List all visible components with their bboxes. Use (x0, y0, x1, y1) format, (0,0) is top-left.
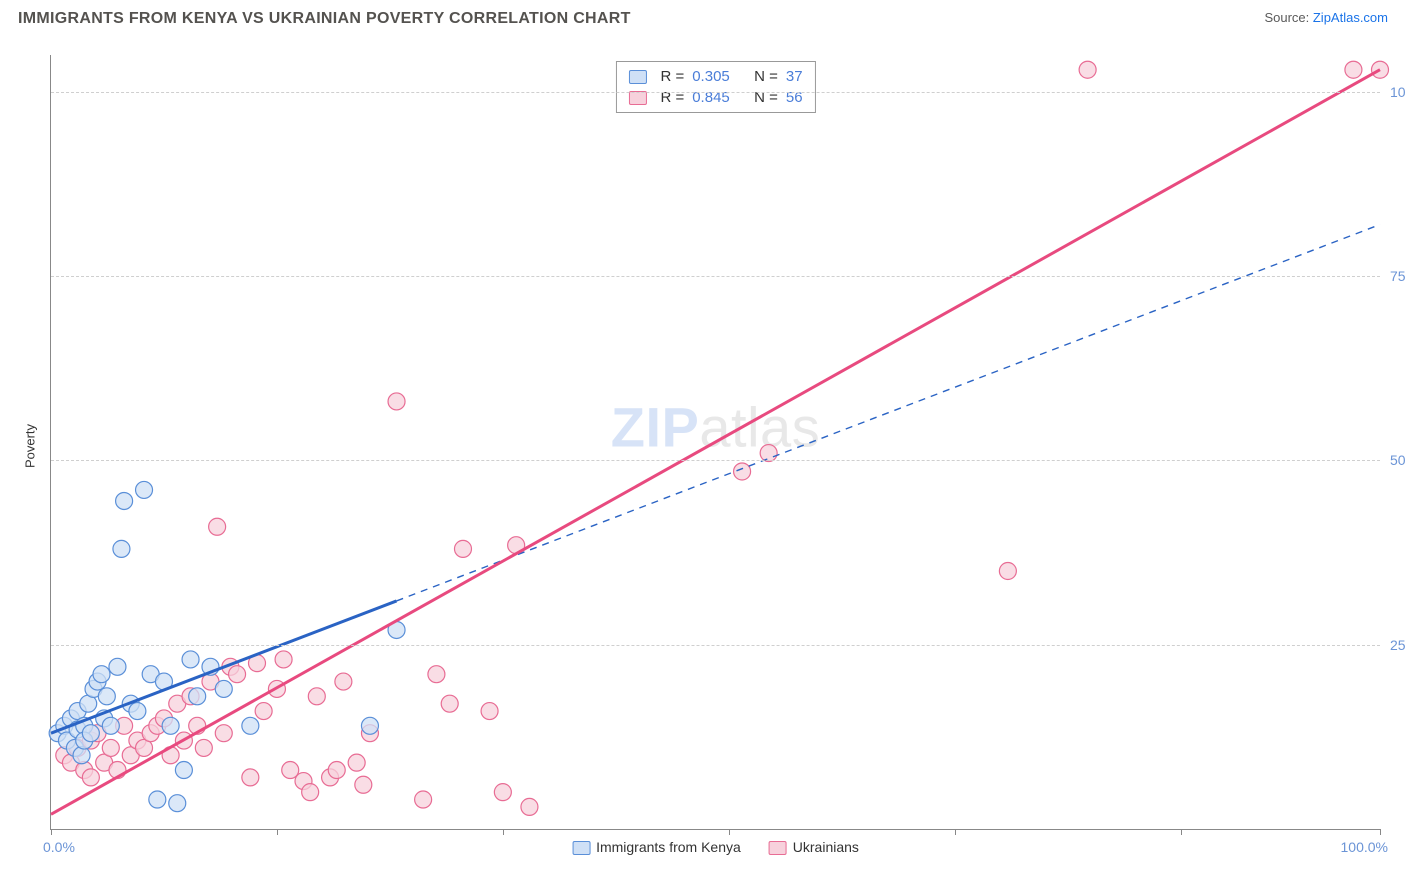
trendline-kenya-dashed (397, 225, 1380, 601)
bottom-legend-item-ukraine: Ukrainians (769, 839, 859, 855)
scatter-point-ukraine (481, 703, 498, 720)
gridline (51, 460, 1380, 461)
scatter-point-kenya (242, 717, 259, 734)
x-tick (1380, 829, 1381, 835)
bottom-swatch-ukraine (769, 841, 787, 855)
scatter-point-ukraine (1079, 61, 1096, 78)
source-attribution: Source: ZipAtlas.com (1264, 10, 1388, 25)
scatter-point-ukraine (428, 666, 445, 683)
scatter-point-ukraine (209, 518, 226, 535)
stats-legend: R = 0.305 N = 37 R = 0.845 N = 56 (615, 61, 815, 113)
scatter-point-kenya (189, 688, 206, 705)
scatter-point-kenya (113, 540, 130, 557)
y-tick-label: 50.0% (1382, 452, 1406, 468)
scatter-point-kenya (169, 795, 186, 812)
x-tick (729, 829, 730, 835)
y-tick-label: 100.0% (1382, 84, 1406, 100)
y-tick-label: 25.0% (1382, 637, 1406, 653)
scatter-point-kenya (149, 791, 166, 808)
stats-legend-row-kenya: R = 0.305 N = 37 (628, 66, 802, 87)
source-link[interactable]: ZipAtlas.com (1313, 10, 1388, 25)
chart-title: IMMIGRANTS FROM KENYA VS UKRAINIAN POVER… (18, 10, 631, 27)
legend-swatch-kenya (628, 70, 646, 84)
scatter-point-ukraine (102, 739, 119, 756)
x-axis-origin-label: 0.0% (43, 839, 75, 855)
scatter-point-kenya (109, 658, 126, 675)
stats-r-kenya: 0.305 (692, 68, 730, 85)
scatter-point-ukraine (275, 651, 292, 668)
scatter-point-ukraine (388, 393, 405, 410)
gridline (51, 276, 1380, 277)
scatter-point-ukraine (415, 791, 432, 808)
scatter-point-ukraine (348, 754, 365, 771)
x-axis-max-label: 100.0% (1341, 839, 1388, 855)
scatter-point-kenya (129, 703, 146, 720)
scatter-point-ukraine (302, 784, 319, 801)
scatter-point-ukraine (454, 540, 471, 557)
scatter-point-ukraine (1345, 61, 1362, 78)
scatter-point-kenya (73, 747, 90, 764)
scatter-point-kenya (82, 725, 99, 742)
chart-header: IMMIGRANTS FROM KENYA VS UKRAINIAN POVER… (0, 0, 1406, 40)
bottom-legend: Immigrants from Kenya Ukrainians (572, 839, 859, 855)
bottom-legend-label-ukraine: Ukrainians (793, 839, 859, 855)
scatter-point-kenya (182, 651, 199, 668)
scatter-point-ukraine (215, 725, 232, 742)
stats-legend-row-ukraine: R = 0.845 N = 56 (628, 87, 802, 108)
scatter-point-ukraine (355, 776, 372, 793)
source-prefix: Source: (1264, 10, 1312, 25)
stats-n-kenya: 37 (786, 68, 803, 85)
x-tick (503, 829, 504, 835)
gridline (51, 645, 1380, 646)
scatter-point-kenya (361, 717, 378, 734)
scatter-point-ukraine (335, 673, 352, 690)
x-tick (1181, 829, 1182, 835)
scatter-point-ukraine (255, 703, 272, 720)
scatter-point-ukraine (308, 688, 325, 705)
plot-svg (51, 55, 1380, 829)
scatter-point-ukraine (229, 666, 246, 683)
scatter-correlation-plot: ZIPatlas R = 0.305 N = 37 R = 0.845 N = … (50, 55, 1380, 830)
gridline (51, 92, 1380, 93)
scatter-point-ukraine (494, 784, 511, 801)
scatter-point-kenya (98, 688, 115, 705)
scatter-point-kenya (102, 717, 119, 734)
scatter-point-ukraine (999, 563, 1016, 580)
scatter-point-ukraine (328, 762, 345, 779)
scatter-point-kenya (162, 717, 179, 734)
trendline-ukraine (51, 70, 1380, 815)
scatter-point-kenya (116, 492, 133, 509)
scatter-point-ukraine (82, 769, 99, 786)
scatter-point-ukraine (760, 445, 777, 462)
bottom-legend-label-kenya: Immigrants from Kenya (596, 839, 741, 855)
x-tick (955, 829, 956, 835)
bottom-swatch-kenya (572, 841, 590, 855)
scatter-point-kenya (175, 762, 192, 779)
scatter-point-ukraine (734, 463, 751, 480)
scatter-point-ukraine (441, 695, 458, 712)
y-axis-label: Poverty (23, 424, 38, 468)
scatter-point-ukraine (195, 739, 212, 756)
x-tick (51, 829, 52, 835)
scatter-point-kenya (93, 666, 110, 683)
x-tick (277, 829, 278, 835)
scatter-point-ukraine (521, 798, 538, 815)
scatter-point-kenya (215, 680, 232, 697)
bottom-legend-item-kenya: Immigrants from Kenya (572, 839, 741, 855)
scatter-point-ukraine (242, 769, 259, 786)
y-tick-label: 75.0% (1382, 268, 1406, 284)
scatter-point-kenya (136, 481, 153, 498)
